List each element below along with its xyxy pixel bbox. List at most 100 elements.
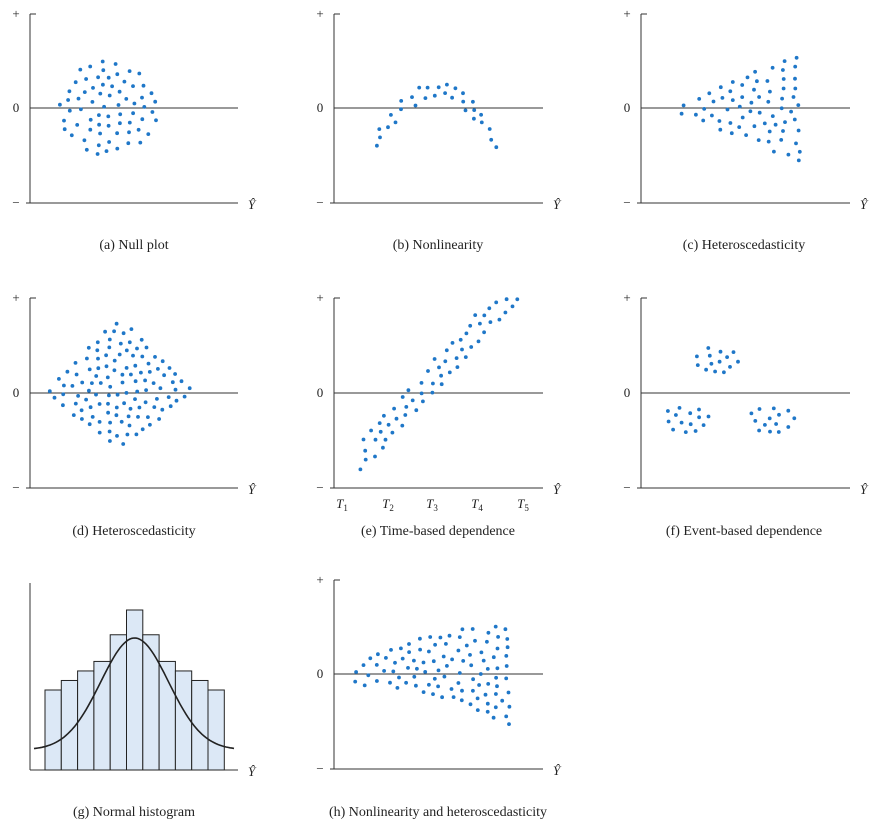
residual-point: [127, 340, 132, 345]
residual-point: [410, 95, 414, 99]
residual-point: [796, 158, 801, 163]
residual-point: [766, 139, 771, 144]
residual-point: [737, 125, 742, 129]
residual-point: [57, 377, 61, 381]
histogram-bar: [109, 634, 127, 771]
y-tick-zero: 0: [317, 100, 324, 115]
residual-point: [98, 91, 103, 96]
residual-point: [780, 96, 784, 101]
residual-point: [729, 131, 734, 136]
residual-point: [768, 89, 772, 94]
residual-point: [118, 112, 123, 117]
residual-point: [701, 118, 706, 123]
residual-point: [472, 108, 477, 112]
residual-point: [88, 127, 93, 132]
residual-point: [756, 138, 761, 143]
residual-point: [82, 90, 87, 94]
residual-point: [97, 430, 102, 435]
panel-e-caption: (e) Time-based dependence: [361, 524, 515, 539]
residual-point: [507, 722, 511, 726]
residual-point: [121, 442, 126, 446]
residual-point: [468, 323, 473, 328]
panel-b: (b) Nonlinearity +0 − Ŷ: [316, 6, 562, 253]
residual-point: [464, 331, 469, 336]
residual-point: [384, 656, 388, 660]
panel-f-caption: (f) Event-based dependence: [666, 524, 822, 539]
residual-point: [137, 405, 142, 410]
residual-point: [777, 412, 781, 417]
residual-point: [439, 373, 443, 378]
residual-point: [62, 383, 66, 388]
residual-point: [749, 100, 754, 105]
residual-point: [114, 405, 119, 410]
residual-point: [400, 423, 405, 428]
residual-point: [84, 77, 88, 81]
residual-point: [146, 132, 151, 137]
residual-point: [86, 345, 91, 350]
residual-point: [399, 107, 403, 112]
residual-point: [417, 85, 422, 90]
residual-point: [507, 704, 512, 709]
residual-point: [728, 121, 733, 125]
residual-point: [107, 393, 111, 398]
residual-point: [693, 429, 698, 433]
residual-point: [491, 655, 496, 660]
residual-point: [460, 688, 464, 693]
residual-point: [414, 408, 419, 413]
residual-point: [97, 420, 102, 424]
residual-point: [439, 382, 444, 387]
residual-point: [445, 82, 449, 87]
residual-point: [97, 113, 101, 117]
residual-point: [87, 367, 92, 372]
residual-point: [757, 407, 762, 411]
residual-point: [481, 658, 486, 663]
residual-point: [717, 359, 722, 364]
residual-point: [786, 408, 791, 413]
residual-point: [146, 415, 150, 419]
residual-point: [471, 99, 475, 104]
residual-point: [783, 120, 787, 124]
residual-point: [67, 108, 72, 113]
residual-point: [103, 329, 107, 334]
residual-point: [115, 131, 119, 136]
residual-point: [438, 635, 443, 640]
residual-point: [113, 62, 118, 66]
residual-point: [697, 97, 702, 101]
y-tick-minus: −: [12, 480, 19, 495]
residual-point: [477, 683, 481, 687]
residual-point: [140, 427, 145, 432]
residual-point: [752, 124, 757, 129]
x-axis-label: Ŷ: [248, 764, 257, 779]
residual-point: [170, 380, 175, 385]
residual-point: [701, 423, 706, 427]
residual-point: [504, 714, 509, 719]
residual-point: [470, 627, 475, 631]
residual-point: [413, 103, 418, 108]
residual-point: [110, 84, 114, 89]
residual-point: [674, 413, 678, 417]
residual-point: [770, 114, 775, 118]
residual-point: [757, 428, 761, 433]
residual-point: [796, 128, 801, 133]
residual-point: [421, 660, 426, 665]
residual-point: [717, 119, 722, 123]
residual-point: [431, 659, 436, 664]
residual-point: [506, 690, 511, 695]
y-tick-minus: −: [316, 761, 323, 776]
residual-point: [766, 99, 771, 104]
residual-point: [153, 99, 158, 104]
residual-point: [386, 125, 390, 130]
residual-point: [706, 414, 711, 419]
residual-point: [679, 111, 684, 116]
residual-point: [74, 372, 79, 377]
residual-point: [354, 670, 358, 674]
residual-point: [166, 395, 171, 399]
residual-point: [160, 407, 165, 412]
residual-point: [404, 405, 409, 409]
residual-point: [679, 420, 684, 425]
residual-point: [353, 679, 358, 684]
y-tick-plus: +: [316, 6, 323, 21]
residual-point: [127, 130, 131, 135]
residual-point: [96, 75, 100, 80]
